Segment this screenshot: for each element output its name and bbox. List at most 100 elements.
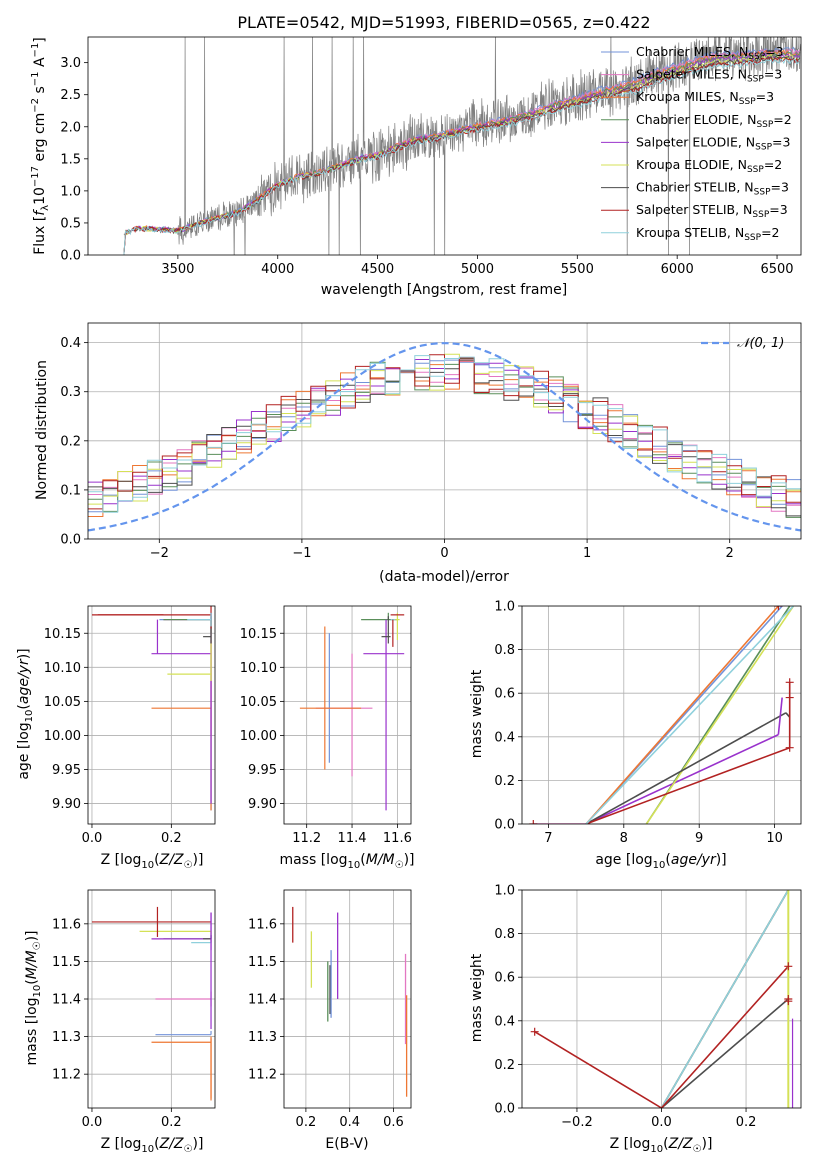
x-tick-label: 11.4 <box>338 831 367 846</box>
y-tick-label: 3.0 <box>60 56 81 71</box>
mass_weight_vs_Z-axes: −0.2 0.0 0.2 0.0 0.2 0.4 0.6 0.8 1.0 <box>494 884 756 1131</box>
axes-frame <box>87 889 216 1109</box>
mass-weight-age-marker <box>774 606 783 610</box>
mass-weight-vs-z-panel: Z [log10(Z/Z☉)] mass weight −0.2 0.0 0.2 0.… <box>469 884 802 1155</box>
y-tick-label: 11.6 <box>52 917 81 932</box>
mass_vs_Z-plot-area <box>88 890 215 1108</box>
mass-weight-age-marker <box>785 693 794 702</box>
x-tick-label: 0.6 <box>383 1115 404 1130</box>
mass_weight_vs_Z-plot-area <box>522 890 801 1108</box>
mass-z-ylabel: mass [log10(M/M☉)] <box>24 930 43 1065</box>
mass-weight-age-line <box>585 712 787 824</box>
x-tick-label: 0.0 <box>82 1115 103 1130</box>
y-tick-label: 11.4 <box>52 993 81 1008</box>
mass-vs-z-panel: Z [log10(Z/Z☉)] mass [log10(M/M☉)] 0.0 0.… <box>24 889 216 1155</box>
mass-weight-z-marker <box>784 962 793 971</box>
y-tick-label: 0.0 <box>494 818 515 833</box>
residuals-legend: 𝒩(0, 1) <box>701 336 784 351</box>
y-tick-label: 0.6 <box>494 971 515 986</box>
y-tick-label: 0.0 <box>60 533 81 548</box>
y-tick-label: 10.10 <box>44 661 81 676</box>
y-tick-label: 10.00 <box>240 729 277 744</box>
y-tick-label: 1.0 <box>494 884 515 899</box>
y-tick-label: 10.05 <box>240 695 277 710</box>
mass_weight_vs_age-plot-area <box>522 606 801 824</box>
residuals-axes: −2 −1 0 1 2 0.0 0.1 0.2 0.3 0.4 <box>60 336 734 561</box>
mass_vs_EBV-axes: 0.2 0.4 0.6 11.2 11.3 11.4 11.5 11.6 <box>248 917 404 1130</box>
legend-entry: Chabrier MILES, NSSP=3 <box>636 44 784 62</box>
mass_vs_EBV-plot-area <box>284 890 411 1108</box>
x-tick-label: 2 <box>726 546 734 561</box>
y-tick-label: 11.5 <box>52 955 81 970</box>
y-tick-label: 0.5 <box>60 216 81 231</box>
y-tick-label: 9.90 <box>248 797 277 812</box>
legend-entry: Chabrier ELODIE, NSSP=2 <box>636 112 792 130</box>
legend-entry: Kroupa STELIB, NSSP=2 <box>636 225 780 243</box>
residuals-panel: (data-model)/error Normed distribution −… <box>34 322 802 585</box>
spectrum-model-line <box>123 58 801 255</box>
mass-weight-z-line <box>660 965 789 1108</box>
y-tick-label: 0.2 <box>494 1058 515 1073</box>
mass-weight-age-marker <box>785 743 794 752</box>
y-tick-label: 10.15 <box>240 627 277 642</box>
legend-entry: Kroupa MILES, NSSP=3 <box>636 89 774 107</box>
spectrum-axes: 3500 4000 4500 5000 5500 6000 6500 0.0 0.5 1.0 1.5… <box>60 56 793 277</box>
x-tick-label: 3500 <box>161 262 194 277</box>
figure-title: PLATE=0542, MJD=51993, FIBERID=0565, z=0… <box>237 13 650 32</box>
x-tick-label: 6000 <box>661 262 694 277</box>
x-tick-label: 0.0 <box>82 831 103 846</box>
y-tick-label: 0.4 <box>60 336 81 351</box>
age_vs_mass-axes: 11.2 11.4 11.6 9.90 9.95 10.00 10.05 10.10 10.15 <box>240 627 412 846</box>
y-tick-label: 0.8 <box>494 927 515 942</box>
y-tick-label: 11.3 <box>52 1030 81 1045</box>
age_vs_Z-plot-area <box>88 606 215 824</box>
axes-frame <box>283 889 412 1109</box>
x-tick-label: −0.2 <box>561 1115 593 1130</box>
residuals-plot-area <box>88 323 801 539</box>
x-tick-label: 11.2 <box>292 831 321 846</box>
x-tick-label: 0.0 <box>651 1115 672 1130</box>
axes-frame <box>283 605 412 825</box>
legend-entry: Salpeter ELODIE, NSSP=3 <box>636 134 790 152</box>
x-tick-label: 4500 <box>361 262 394 277</box>
axes-frame <box>521 889 802 1109</box>
age-vs-z-panel: Z [log10(Z/Z☉)] age [log10(age/yr)] 0.0 0… <box>16 605 216 871</box>
x-tick-label: 10 <box>766 831 783 846</box>
spectrum-panel: wavelength [Angstrom, rest frame] Flux [… <box>30 36 802 298</box>
y-tick-label: 0.2 <box>494 774 515 789</box>
axes-frame <box>87 322 802 540</box>
mass_vs_Z-axes: 0.0 0.2 11.2 11.3 11.4 11.5 11.6 <box>52 917 182 1130</box>
y-tick-label: 1.5 <box>60 152 81 167</box>
age_vs_mass-plot-area <box>284 606 411 824</box>
mass-vs-ebv-panel: E(B-V) 0.2 0.4 0.6 11.2 11.3 11.4 11.5 11.6 <box>248 889 412 1152</box>
spectrum-xlabel: wavelength [Angstrom, rest frame] <box>321 282 567 298</box>
y-tick-label: 0.0 <box>60 249 81 264</box>
residuals-ylabel: Normed distribution <box>34 360 50 500</box>
mass-weight-age-line <box>585 746 790 824</box>
mass-weight-z-line <box>534 1031 662 1108</box>
axes-frame <box>521 605 802 825</box>
mass-weight-age-line <box>585 606 779 824</box>
mass_weight_vs_age-axes: 7 8 9 10 0.0 0.2 0.4 0.6 0.8 1.0 <box>494 600 783 847</box>
x-tick-label: 5000 <box>461 262 494 277</box>
x-tick-label: 4000 <box>261 262 294 277</box>
age-vs-mass-panel: mass [log10(M/M☉)] 11.2 11.4 11.69.909.951… <box>240 605 415 871</box>
age-z-xlabel: Z [log10(Z/Z☉)] <box>101 852 204 871</box>
mass-weight-z-line <box>660 998 789 1108</box>
legend-entry: Salpeter STELIB, NSSP=3 <box>636 202 788 220</box>
x-tick-label: 7 <box>544 831 552 846</box>
mass-weight-vs-age-panel: age [log10(age/yr)] mass weight 7 8 9 10 0.0… <box>469 600 802 871</box>
y-tick-label: 10.10 <box>240 661 277 676</box>
y-tick-label: 11.6 <box>248 917 277 932</box>
mass-weight-z-marker <box>784 997 793 1006</box>
mw-age-xlabel: age [log10(age/yr)] <box>595 852 726 871</box>
y-tick-label: 0.1 <box>60 483 81 498</box>
x-tick-label: 0.2 <box>161 1115 182 1130</box>
y-tick-label: 0.0 <box>494 1102 515 1117</box>
mass-weight-age-line <box>585 606 795 824</box>
mass-z-xlabel: Z [log10(Z/Z☉)] <box>101 1136 204 1155</box>
residuals-xlabel: (data-model)/error <box>379 569 509 585</box>
normal-curve <box>88 342 801 532</box>
x-tick-label: 1 <box>583 546 591 561</box>
